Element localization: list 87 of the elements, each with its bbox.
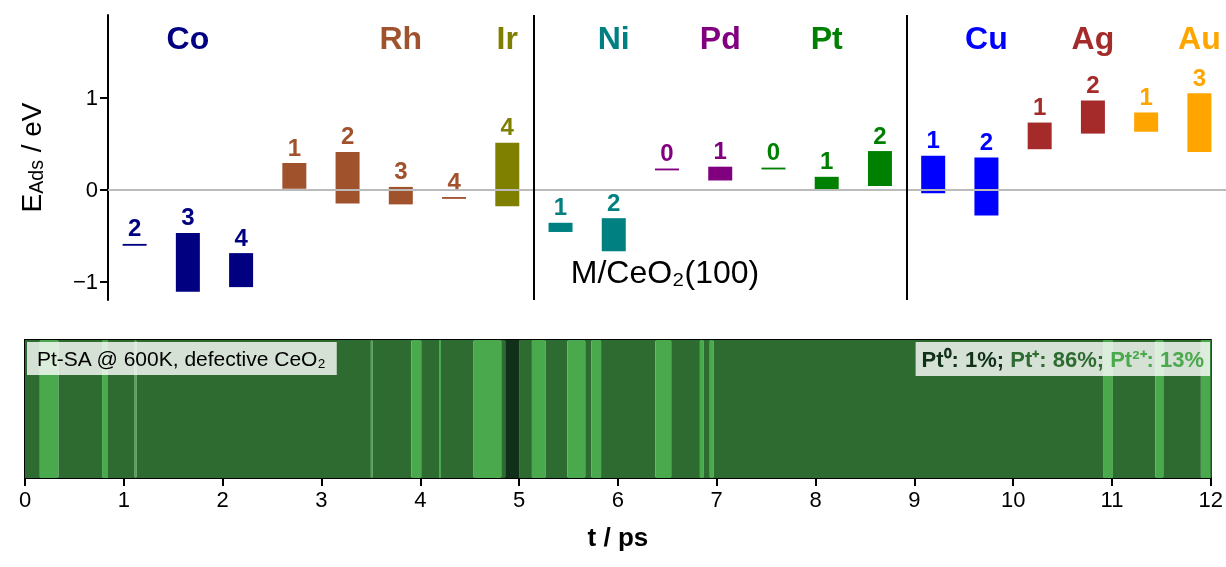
text: Ni	[597, 20, 630, 56]
x-tick-label: 11	[1100, 486, 1124, 512]
annotation: 3	[394, 157, 408, 185]
annotation: 2	[340, 122, 355, 150]
annotation: 1	[926, 126, 940, 154]
text: Cu	[965, 20, 1008, 56]
bar	[519, 340, 532, 478]
bar	[335, 151, 360, 204]
annotation: 4	[447, 167, 462, 195]
annotation: 4	[500, 113, 515, 141]
x-axis-title: t / ps	[587, 522, 649, 552]
bar	[545, 340, 568, 478]
annotation: 2	[979, 128, 994, 155]
annotation: 2	[607, 188, 621, 216]
y-tick-label: 1	[85, 85, 98, 111]
bar	[655, 340, 672, 478]
bar	[229, 253, 254, 288]
bar	[495, 142, 520, 207]
annotation: 3	[1192, 63, 1207, 91]
bar	[708, 166, 733, 181]
bar	[591, 340, 602, 478]
bar	[175, 232, 200, 292]
x-tick-label: 9	[908, 486, 921, 512]
bar	[282, 163, 307, 189]
bar	[671, 340, 700, 478]
annotation: Pt⁰: 1%;	[921, 346, 1005, 372]
bar	[473, 340, 502, 478]
text: Pt	[810, 20, 844, 56]
bar	[531, 340, 546, 478]
annotation: Pt-SA @ 600K, defective CeO₂	[37, 347, 326, 370]
annotation: Pt²⁺: 13%	[1110, 346, 1204, 372]
bar	[1080, 100, 1105, 134]
bar	[974, 157, 999, 216]
bar	[501, 340, 506, 478]
annotation: 1	[287, 133, 302, 161]
y-tick-label: −1	[72, 269, 98, 295]
bar	[421, 340, 440, 478]
series-label: Ag	[1071, 20, 1115, 56]
bar	[709, 340, 714, 478]
bar	[867, 151, 892, 186]
bar	[921, 155, 946, 194]
bar	[585, 340, 592, 478]
annotation: M/CeO₂(100)	[570, 254, 760, 290]
x-tick-label: 12	[1198, 486, 1224, 512]
annotation: 2	[127, 214, 142, 242]
bar	[1027, 122, 1052, 150]
bar	[699, 340, 704, 478]
annotation: 1	[1032, 93, 1047, 121]
annotation: 1	[713, 137, 727, 165]
x-tick-label: 5	[512, 486, 526, 512]
bar	[1187, 93, 1212, 152]
annotation: 1	[820, 147, 834, 175]
annotation: 2	[873, 121, 887, 149]
bar	[601, 218, 626, 252]
text: Ir	[496, 20, 518, 56]
annotation: Pt⁺: 86%;	[1010, 346, 1105, 372]
text: Co	[166, 20, 210, 56]
bar	[567, 340, 586, 478]
x-tick-label: 2	[216, 486, 229, 512]
y-tick-label: 0	[85, 177, 98, 203]
series-label: Au	[1178, 20, 1221, 56]
bar	[441, 340, 474, 478]
bar	[411, 340, 422, 478]
x-tick-label: 1	[117, 486, 130, 512]
bar	[703, 340, 710, 478]
x-tick-label: 0	[18, 486, 32, 512]
bar	[548, 222, 573, 232]
annotation: 2	[1086, 71, 1100, 98]
annotation: 1	[553, 193, 568, 221]
bar	[601, 340, 656, 478]
annotation: 0	[660, 139, 674, 167]
y-axis-title: EAds / eV	[15, 102, 47, 213]
x-tick-label: 10	[1000, 486, 1026, 512]
bar	[372, 340, 412, 478]
x-tick-label: 3	[315, 486, 328, 512]
annotation: 3	[181, 203, 195, 231]
annotation: 1	[1139, 82, 1153, 110]
x-tick-label: 7	[710, 486, 723, 512]
annotation: 0	[766, 138, 781, 166]
bar	[1134, 112, 1159, 132]
annotation: 4	[234, 223, 249, 251]
text: Pd	[699, 20, 741, 56]
x-tick-label: 6	[611, 486, 625, 512]
x-tick-label: 4	[414, 486, 427, 512]
text: Rh	[379, 20, 423, 56]
bar	[505, 340, 520, 478]
x-tick-label: 8	[809, 486, 822, 512]
